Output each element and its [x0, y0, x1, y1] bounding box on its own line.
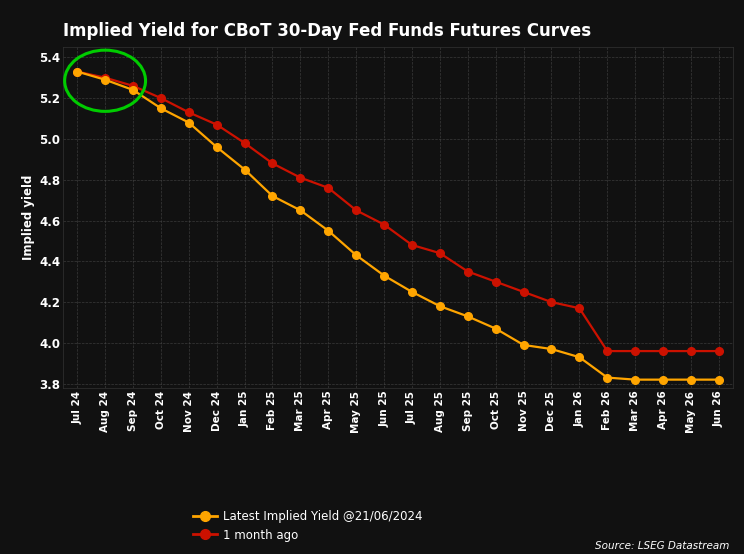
Legend: Latest Implied Yield @21/06/2024, 1 month ago: Latest Implied Yield @21/06/2024, 1 mont…	[190, 506, 426, 545]
Y-axis label: Implied yield: Implied yield	[22, 175, 35, 260]
Text: Source: LSEG Datastream: Source: LSEG Datastream	[594, 541, 729, 551]
Text: Implied Yield for CBoT 30-Day Fed Funds Futures Curves: Implied Yield for CBoT 30-Day Fed Funds …	[63, 22, 591, 40]
